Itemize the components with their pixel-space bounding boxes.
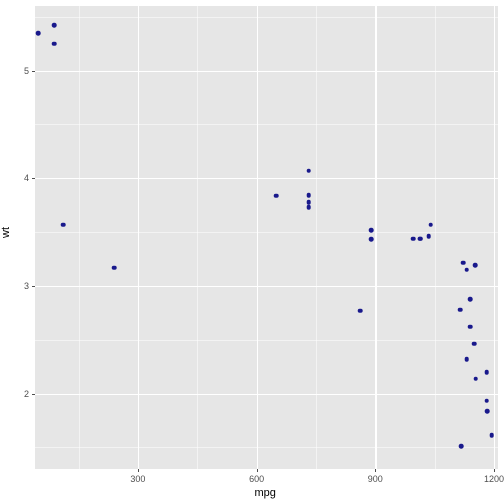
data-point [459, 444, 464, 449]
plot-area [35, 6, 498, 469]
gridline-major-y [35, 178, 498, 179]
tick-mark-y [32, 286, 35, 287]
data-point [426, 234, 431, 239]
data-point [52, 23, 57, 28]
tick-label-x: 1200 [484, 474, 504, 484]
gridline-minor-y [35, 447, 498, 448]
gridline-major-y [35, 71, 498, 72]
gridline-minor-y [35, 340, 498, 341]
data-point [465, 268, 470, 273]
y-axis-label: wt [0, 227, 12, 238]
tick-label-x: 900 [368, 474, 383, 484]
data-point [36, 31, 41, 36]
data-point [307, 205, 312, 210]
data-point [307, 200, 312, 205]
tick-mark-x [138, 469, 139, 472]
data-point [418, 236, 423, 241]
x-axis-label: mpg [255, 487, 276, 499]
tick-label-y: 3 [24, 281, 29, 291]
data-point [112, 265, 117, 270]
data-point [484, 370, 489, 375]
gridline-major-x [138, 6, 139, 469]
tick-label-y: 4 [24, 173, 29, 183]
data-point [369, 237, 374, 242]
gridline-major-x [257, 6, 258, 469]
tick-mark-y [32, 178, 35, 179]
data-point [468, 325, 473, 330]
tick-mark-y [32, 394, 35, 395]
data-point [468, 297, 473, 302]
data-point [369, 228, 374, 233]
gridline-minor-x [435, 6, 436, 469]
data-point [485, 409, 490, 414]
scatter-chart: mpg wt 300 600 900 1200 2 3 4 5 [0, 0, 504, 504]
gridline-minor-x [79, 6, 80, 469]
tick-mark-x [375, 469, 376, 472]
data-point [489, 433, 494, 438]
data-point [473, 263, 478, 268]
tick-label-x: 300 [130, 474, 145, 484]
data-point [461, 261, 466, 266]
tick-label-y: 5 [24, 66, 29, 76]
gridline-minor-x [316, 6, 317, 469]
data-point [307, 168, 312, 173]
tick-mark-x [494, 469, 495, 472]
data-point [428, 222, 433, 227]
gridline-major-y [35, 286, 498, 287]
data-point [307, 193, 312, 198]
gridline-major-x [494, 6, 495, 469]
gridline-minor-y [35, 124, 498, 125]
data-point [274, 193, 279, 198]
data-point [358, 308, 363, 313]
data-point [465, 357, 470, 362]
data-point [472, 341, 477, 346]
data-point [411, 236, 416, 241]
gridline-major-x [375, 6, 376, 469]
data-point [458, 307, 463, 312]
data-point [61, 222, 66, 227]
data-point [484, 398, 489, 403]
tick-label-x: 600 [249, 474, 264, 484]
tick-mark-y [32, 71, 35, 72]
data-point [474, 376, 479, 381]
data-point [52, 41, 57, 46]
gridline-minor-x [197, 6, 198, 469]
gridline-minor-y [35, 232, 498, 233]
gridline-minor-y [35, 17, 498, 18]
tick-mark-x [257, 469, 258, 472]
gridline-major-y [35, 394, 498, 395]
tick-label-y: 2 [24, 389, 29, 399]
